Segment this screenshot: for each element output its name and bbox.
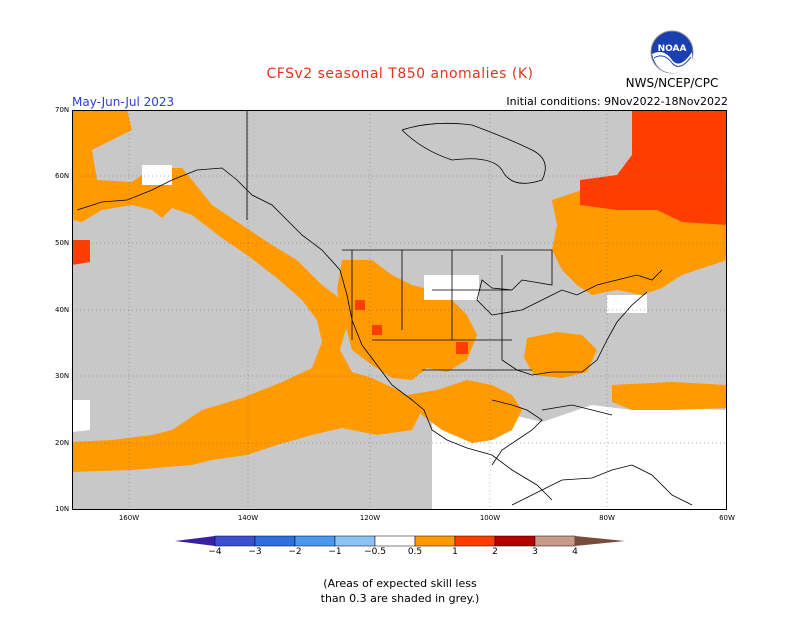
colorbar-arrow-low	[175, 536, 215, 546]
skill-note: (Areas of expected skill less than 0.3 a…	[0, 576, 800, 606]
colorbar-swatch	[414, 535, 456, 547]
colorbar-label: −4	[208, 547, 222, 557]
skill-note-line: than 0.3 are shaded in grey.)	[320, 592, 480, 605]
lat-label: 60N	[55, 172, 70, 180]
colorbar-label: 4	[572, 547, 578, 557]
season-label: May-Jun-Jul 2023	[72, 95, 175, 109]
colorbar-label: 2	[492, 547, 498, 557]
colorbar-label: −3	[248, 547, 262, 557]
noaa-logo-icon: NOAA	[650, 30, 694, 74]
agency-label: NWS/NCEP/CPC	[625, 76, 719, 90]
warm-anomaly-region	[72, 110, 422, 472]
strong-warm-anomaly-region	[580, 110, 727, 225]
strong-warm-anomaly-region	[355, 300, 365, 310]
map-frame	[72, 110, 727, 510]
lon-label: 100W	[479, 514, 501, 522]
neutral-anomaly-region	[424, 275, 479, 300]
strong-warm-anomaly-region	[372, 325, 382, 335]
lon-label: 160W	[118, 514, 140, 522]
colorbar-swatch	[454, 535, 496, 547]
neutral-anomaly-region	[72, 400, 90, 432]
colorbar-swatch	[254, 535, 296, 547]
lat-label: 30N	[55, 372, 70, 380]
lat-label: 10N	[55, 505, 70, 513]
initial-conditions-label: Initial conditions: 9Nov2022-18Nov2022	[506, 95, 728, 108]
map-title: CFSv2 seasonal T850 anomalies (K)	[266, 66, 534, 82]
lat-label: 40N	[55, 306, 70, 314]
colorbar	[175, 535, 625, 547]
colorbar-swatch	[534, 535, 576, 547]
lon-label: 80W	[599, 514, 615, 522]
lat-label: 20N	[55, 439, 70, 447]
svg-text:NOAA: NOAA	[658, 44, 687, 54]
warm-anomaly-region	[337, 260, 477, 380]
graticule	[72, 110, 727, 510]
neutral-anomaly-region	[607, 295, 647, 313]
lat-label: 70N	[55, 106, 70, 114]
colorbar-label: −2	[288, 547, 302, 557]
colorbar-label: 3	[532, 547, 538, 557]
warm-anomaly-region	[407, 380, 522, 443]
colorbar-label: 0.5	[407, 547, 423, 557]
lon-label: 140W	[237, 514, 259, 522]
lat-label: 50N	[55, 239, 70, 247]
colorbar-swatch	[494, 535, 536, 547]
lon-label: 120W	[359, 514, 381, 522]
strong-warm-anomaly-region	[456, 342, 468, 354]
colorbar-arrow-high	[575, 536, 625, 546]
warm-anomaly-region	[612, 382, 727, 410]
colorbar-swatch	[294, 535, 336, 547]
warm-anomaly-region	[524, 332, 597, 378]
lon-label: 60W	[719, 514, 735, 522]
strong-warm-anomaly-region	[72, 240, 90, 265]
neutral-anomaly-region	[142, 165, 172, 185]
skill-note-line: (Areas of expected skill less	[323, 577, 477, 590]
colorbar-swatch	[214, 535, 256, 547]
colorbar-label: −1	[328, 547, 342, 557]
colorbar-label: 1	[452, 547, 458, 557]
coastlines	[76, 110, 693, 506]
anomaly-map	[72, 110, 727, 510]
colorbar-swatch	[334, 535, 376, 547]
colorbar-swatch	[374, 535, 416, 547]
colorbar-label: −0.5	[364, 547, 386, 557]
